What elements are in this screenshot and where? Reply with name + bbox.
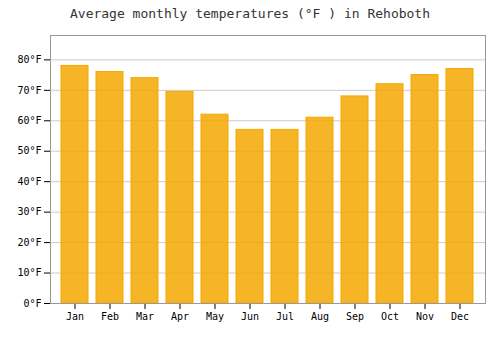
svg-text:Mar: Mar (136, 311, 154, 322)
svg-text:Sep: Sep (346, 311, 364, 322)
svg-text:Jun: Jun (241, 311, 259, 322)
svg-text:80°F: 80°F (17, 54, 41, 65)
svg-text:Nov: Nov (416, 311, 434, 322)
svg-text:May: May (206, 311, 224, 322)
svg-text:Jan: Jan (66, 311, 84, 322)
svg-text:30°F: 30°F (17, 206, 41, 217)
svg-text:70°F: 70°F (17, 85, 41, 96)
svg-text:10°F: 10°F (17, 267, 41, 278)
html-text:Average monthly temperatures (: Average monthly temperatures (°F ) in Re… (70, 6, 430, 21)
svg-text:60°F: 60°F (17, 115, 41, 126)
svg-text:Feb: Feb (101, 311, 119, 322)
svg-text:Oct: Oct (381, 311, 399, 322)
svg-text:0°F: 0°F (23, 298, 41, 309)
svg-text:Aug: Aug (311, 311, 329, 322)
svg-text:Jul: Jul (276, 311, 294, 322)
svg-text:40°F: 40°F (17, 176, 41, 187)
svg-text:50°F: 50°F (17, 145, 41, 156)
svg-text:Apr: Apr (171, 311, 189, 322)
svg-text:20°F: 20°F (17, 237, 41, 248)
svg-text:Dec: Dec (451, 311, 469, 322)
